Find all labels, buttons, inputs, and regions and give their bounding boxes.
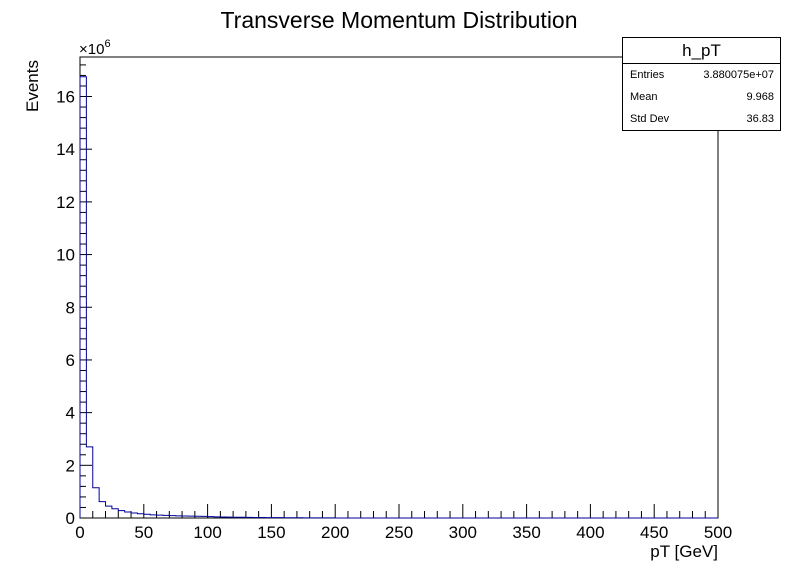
x-tick-label: 150 — [257, 523, 285, 542]
histogram-bin — [144, 514, 150, 518]
stats-entries-label: Entries — [630, 64, 664, 86]
x-tick-label: 200 — [321, 523, 349, 542]
y-tick-label: 8 — [66, 298, 75, 317]
x-tick-label: 0 — [75, 523, 84, 542]
histogram-bin — [80, 77, 86, 518]
y-axis-label: Events — [23, 60, 42, 112]
y-tick-label: 6 — [66, 351, 75, 370]
histogram-bin — [99, 502, 105, 518]
x-axis: 0 50 100 150 200 250 300 350 400 450 500 — [75, 504, 732, 542]
histogram-bin — [93, 488, 99, 518]
stats-row-mean: Mean 9.968 — [623, 86, 780, 108]
histogram-bin — [137, 514, 143, 518]
histogram-bin — [118, 511, 124, 518]
x-tick-label: 400 — [576, 523, 604, 542]
y-tick-label: 16 — [56, 88, 75, 107]
y-tick-label: 10 — [56, 246, 75, 265]
x-tick-label: 300 — [449, 523, 477, 542]
histogram-line — [80, 77, 718, 518]
x-tick-label: 350 — [512, 523, 540, 542]
stats-box-title: h_pT — [623, 38, 780, 64]
y-axis-exponent-base: ×10 — [79, 41, 104, 58]
x-tick-label: 500 — [704, 523, 732, 542]
y-tick-label: 2 — [66, 456, 75, 475]
stats-mean-label: Mean — [630, 86, 658, 108]
histogram-bin — [131, 513, 137, 518]
stats-row-entries: Entries 3.880075e+07 — [623, 64, 780, 86]
x-tick-label: 450 — [640, 523, 668, 542]
histogram-bins — [80, 77, 361, 518]
histogram-bin — [86, 447, 92, 518]
y-tick-label: 4 — [66, 404, 75, 423]
stats-box: h_pT Entries 3.880075e+07 Mean 9.968 Std… — [622, 37, 781, 131]
histogram-bin — [106, 506, 112, 518]
y-tick-label: 0 — [66, 509, 75, 528]
x-axis-label: pT [GeV] — [650, 542, 718, 561]
stats-row-stddev: Std Dev 36.83 — [623, 108, 780, 130]
x-tick-label: 250 — [385, 523, 413, 542]
stats-mean-value: 9.968 — [746, 86, 774, 108]
y-axis-exponent-power: 6 — [104, 38, 110, 50]
stats-entries-value: 3.880075e+07 — [703, 64, 774, 86]
chart-title: Transverse Momentum Distribution — [220, 7, 577, 33]
y-axis-exponent: ×106 — [79, 38, 111, 58]
stats-stddev-value: 36.83 — [746, 108, 774, 130]
x-tick-label: 50 — [134, 523, 153, 542]
x-tick-label: 100 — [193, 523, 221, 542]
y-tick-label: 12 — [56, 193, 75, 212]
histogram-bin — [125, 512, 131, 518]
y-tick-label: 14 — [56, 140, 75, 159]
histogram-bin — [112, 509, 118, 518]
stats-stddev-label: Std Dev — [630, 108, 669, 130]
